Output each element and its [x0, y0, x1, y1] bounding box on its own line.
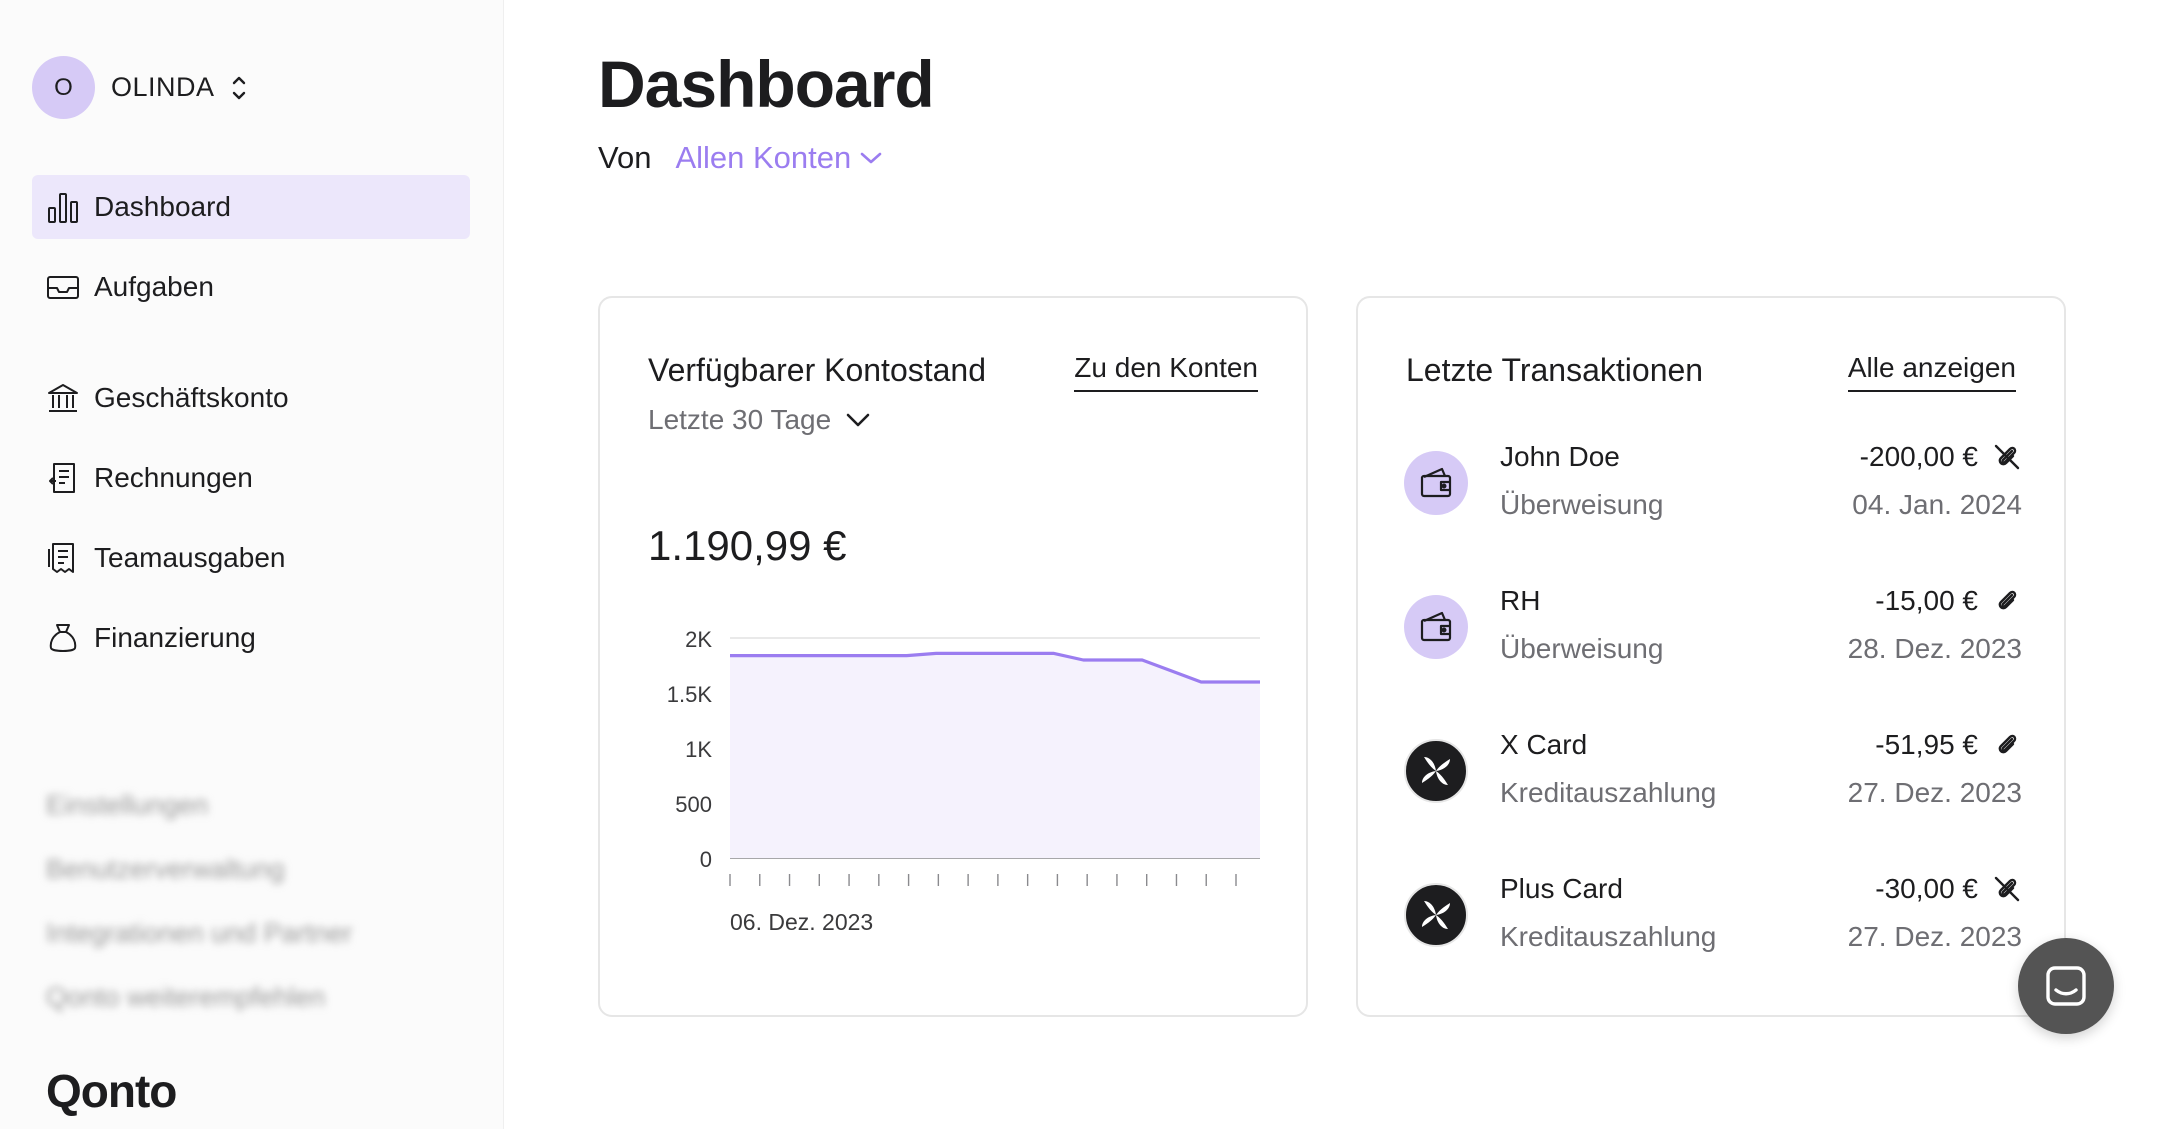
transaction-name: Plus Card — [1500, 873, 1623, 904]
bar-chart-icon — [46, 190, 80, 224]
y-tick-label: 0 — [700, 847, 712, 872]
account-filter: Von Allen Konten — [598, 140, 883, 176]
sidebar-item-label: Teamausgaben — [94, 542, 286, 573]
attachment-missing-icon[interactable] — [1992, 442, 2022, 472]
receipt-icon — [46, 541, 80, 575]
transactions-card: Letzte Transaktionen Alle anzeigen John … — [1356, 296, 2066, 1017]
transaction-row[interactable]: John Doe Überweisung -200,00 € 04. Jan. … — [1404, 441, 2022, 521]
balance-card: Verfügbarer Kontostand Zu den Konten Let… — [598, 296, 1308, 1017]
sidebar-item-geschaeftskonto[interactable]: Geschäftskonto — [32, 366, 470, 430]
attachment-icon[interactable] — [1992, 730, 2022, 760]
sidebar-item-weiterempfehlen[interactable]: Qonto weiterempfehlen — [46, 982, 326, 1012]
balance-area — [730, 653, 1260, 858]
attachment-icon[interactable] — [1992, 586, 2022, 616]
y-tick-label: 500 — [675, 792, 712, 817]
balance-card-title: Verfügbarer Kontostand — [648, 352, 987, 388]
sidebar-item-label: Finanzierung — [94, 622, 256, 653]
transaction-row[interactable]: X Card Kreditauszahlung -51,95 € 27. Dez… — [1404, 729, 2022, 809]
qonto-logo[interactable]: Qonto — [46, 1065, 177, 1117]
sidebar-item-label: Rechnungen — [94, 462, 253, 493]
y-tick-label: 2K — [685, 627, 712, 652]
y-tick-label: 1K — [685, 737, 712, 762]
transaction-amount: -51,95 € — [1875, 729, 1978, 760]
transaction-name: X Card — [1500, 729, 1588, 760]
wallet-icon — [1404, 451, 1468, 515]
chat-launcher-button[interactable] — [2018, 938, 2114, 1034]
page-title: Dashboard — [598, 47, 935, 121]
transaction-name: RH — [1500, 585, 1541, 616]
avatar-initial: O — [54, 73, 73, 101]
sidebar-item-label: Aufgaben — [94, 271, 214, 302]
account-filter-value: Allen Konten — [675, 140, 852, 175]
sidebar-item-label: Geschäftskonto — [94, 382, 289, 413]
chat-icon — [2046, 966, 2086, 1006]
sidebar-item-rechnungen[interactable]: Rechnungen — [32, 446, 470, 510]
sidebar-item-dashboard[interactable]: Dashboard — [32, 175, 470, 239]
bank-icon — [46, 381, 80, 415]
transaction-amount-row: -30,00 € — [1875, 873, 2022, 905]
x-card-logo-icon — [1404, 739, 1468, 803]
transaction-row[interactable]: RH Überweisung -15,00 € 28. Dez. 2023 — [1404, 585, 2022, 665]
transaction-type: Kreditauszahlung — [1500, 921, 1717, 952]
accounts-link[interactable]: Zu den Konten — [1074, 352, 1258, 392]
transaction-amount: -200,00 € — [1859, 441, 1978, 472]
transaction-row[interactable]: Plus Card Kreditauszahlung -30,00 € 27. … — [1404, 873, 2022, 953]
x-card-logo-icon — [1404, 883, 1468, 947]
sidebar-item-teamausgaben[interactable]: Teamausgaben — [32, 526, 470, 590]
inbox-icon — [46, 270, 80, 304]
attachment-missing-icon[interactable] — [1992, 874, 2022, 904]
chevron-down-icon — [846, 413, 870, 427]
balance-amount: 1.190,99 € — [648, 522, 847, 569]
money-bag-icon — [46, 621, 80, 655]
avatar[interactable]: O — [32, 56, 95, 119]
invoice-icon — [46, 461, 80, 495]
period-value: Letzte 30 Tage — [648, 404, 832, 435]
sidebar-item-label: Dashboard — [94, 191, 231, 222]
transaction-amount: -15,00 € — [1875, 585, 1978, 616]
show-all-link[interactable]: Alle anzeigen — [1847, 352, 2016, 392]
organization-name[interactable]: OLINDA — [111, 72, 215, 102]
chevron-up-down-icon[interactable] — [229, 72, 249, 104]
transaction-type: Kreditauszahlung — [1500, 777, 1717, 808]
sidebar: O OLINDA Dashboard Aufgaben Geschäftskon… — [0, 0, 504, 1129]
transaction-date: 27. Dez. 2023 — [1847, 921, 2022, 952]
chevron-down-icon — [860, 152, 882, 164]
balance-line — [730, 651, 1260, 684]
sidebar-item-integrationen[interactable]: Integrationen und Partner — [46, 918, 353, 948]
sidebar-item-finanzierung[interactable]: Finanzierung — [32, 606, 470, 670]
sidebar-item-benutzerverwaltung[interactable]: Benutzerverwaltung — [46, 854, 285, 884]
filter-label: Von — [598, 140, 652, 175]
transactions-card-title: Letzte Transaktionen — [1406, 352, 1704, 388]
wallet-icon — [1404, 595, 1468, 659]
period-dropdown[interactable]: Letzte 30 Tage — [648, 404, 871, 436]
sidebar-item-aufgaben[interactable]: Aufgaben — [32, 255, 470, 319]
transaction-date: 28. Dez. 2023 — [1847, 633, 2022, 664]
transaction-type: Überweisung — [1500, 633, 1664, 664]
transaction-amount-row: -51,95 € — [1875, 729, 2022, 761]
transaction-type: Überweisung — [1500, 489, 1664, 520]
sidebar-item-einstellungen[interactable]: Einstellungen — [46, 790, 209, 820]
x-tick-label: 06. Dez. 2023 — [730, 909, 873, 935]
transaction-amount: -30,00 € — [1875, 873, 1978, 904]
transaction-date: 27. Dez. 2023 — [1847, 777, 2022, 808]
account-filter-dropdown[interactable]: Allen Konten — [675, 140, 883, 176]
y-tick-label: 1.5K — [667, 682, 713, 707]
transaction-name: John Doe — [1500, 441, 1620, 472]
transaction-amount-row: -15,00 € — [1875, 585, 2022, 617]
transaction-date: 04. Jan. 2024 — [1852, 489, 2022, 520]
organization-switcher[interactable]: O OLINDA — [32, 56, 249, 119]
balance-chart: 2K 1.5K 1K 500 0 06. Dez. 2023 — [667, 627, 1260, 935]
transaction-amount-row: -200,00 € — [1860, 441, 2022, 473]
